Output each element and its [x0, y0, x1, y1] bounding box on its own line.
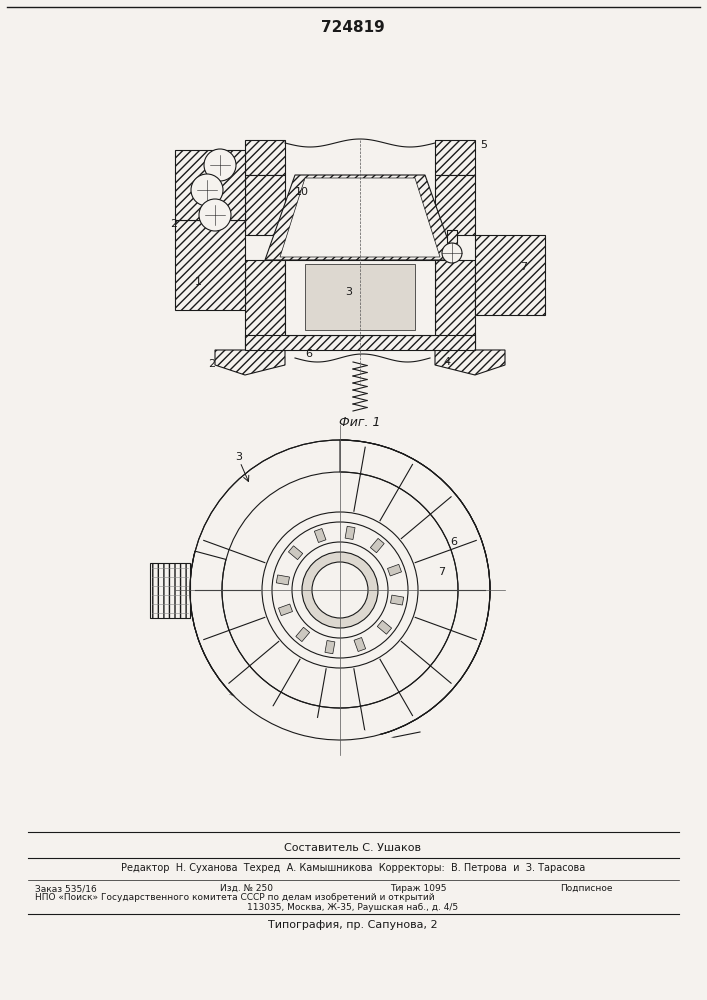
- Polygon shape: [140, 640, 270, 790]
- Circle shape: [204, 149, 236, 181]
- Text: Типография, пр. Сапунова, 2: Типография, пр. Сапунова, 2: [268, 920, 438, 930]
- Circle shape: [442, 243, 462, 263]
- Polygon shape: [279, 604, 293, 616]
- Polygon shape: [175, 150, 245, 220]
- Text: Изд. № 250: Изд. № 250: [220, 884, 273, 893]
- Text: 3: 3: [235, 452, 242, 462]
- Polygon shape: [345, 526, 355, 539]
- Polygon shape: [245, 140, 285, 175]
- Circle shape: [302, 552, 378, 628]
- Polygon shape: [280, 178, 440, 257]
- Text: 2: 2: [170, 219, 177, 229]
- Circle shape: [292, 542, 388, 638]
- Polygon shape: [140, 695, 440, 790]
- Polygon shape: [447, 230, 457, 243]
- Text: 2: 2: [208, 359, 215, 369]
- Polygon shape: [288, 546, 303, 560]
- Polygon shape: [354, 637, 366, 652]
- Text: 7: 7: [438, 567, 445, 577]
- Text: Заказ 535/16: Заказ 535/16: [35, 884, 97, 893]
- Polygon shape: [325, 641, 335, 654]
- Circle shape: [272, 522, 408, 658]
- Polygon shape: [276, 575, 289, 585]
- Text: 7: 7: [520, 262, 527, 272]
- Polygon shape: [390, 595, 404, 605]
- Text: Составитель С. Ушаков: Составитель С. Ушаков: [284, 843, 421, 853]
- Circle shape: [262, 512, 418, 668]
- Polygon shape: [435, 175, 475, 235]
- Text: НПО «Поиск» Государственного комитета СССР по делам изобретений и открытий: НПО «Поиск» Государственного комитета СС…: [35, 893, 435, 902]
- Text: 724819: 724819: [321, 20, 385, 35]
- Polygon shape: [435, 350, 505, 375]
- Polygon shape: [245, 335, 475, 350]
- Bar: [150, 562, 190, 617]
- Polygon shape: [265, 175, 455, 260]
- Polygon shape: [387, 564, 402, 576]
- Polygon shape: [315, 528, 326, 543]
- Circle shape: [191, 174, 223, 206]
- Text: Редактор  Н. Суханова  Техред  А. Камышникова  Корректоры:  В. Петрова  и  З. Та: Редактор Н. Суханова Техред А. Камышнико…: [121, 863, 585, 873]
- Circle shape: [199, 199, 231, 231]
- Text: 6: 6: [450, 537, 457, 547]
- Text: 113035, Москва, Ж-35, Раушская наб., д. 4/5: 113035, Москва, Ж-35, Раушская наб., д. …: [247, 903, 459, 912]
- Text: Подписное: Подписное: [560, 884, 612, 893]
- Polygon shape: [175, 220, 245, 310]
- Circle shape: [190, 440, 490, 740]
- Polygon shape: [245, 175, 285, 235]
- Circle shape: [312, 562, 368, 618]
- Polygon shape: [370, 538, 384, 553]
- Text: Фиг. 1: Фиг. 1: [339, 416, 381, 429]
- Polygon shape: [435, 140, 475, 175]
- Text: 6: 6: [305, 349, 312, 359]
- Text: 5: 5: [480, 140, 487, 150]
- Polygon shape: [378, 620, 392, 634]
- Polygon shape: [475, 235, 545, 315]
- Text: 4: 4: [443, 357, 450, 367]
- Polygon shape: [435, 260, 475, 350]
- Polygon shape: [285, 260, 435, 335]
- Polygon shape: [215, 350, 285, 375]
- Text: Тираж 1095: Тираж 1095: [390, 884, 447, 893]
- Wedge shape: [190, 440, 490, 740]
- Text: 3: 3: [345, 287, 352, 297]
- Polygon shape: [245, 260, 285, 350]
- Polygon shape: [305, 264, 415, 330]
- Text: 10: 10: [295, 187, 309, 197]
- Text: 1: 1: [195, 277, 202, 287]
- Polygon shape: [296, 627, 310, 642]
- Text: Фиг. 2: Фиг. 2: [334, 760, 375, 773]
